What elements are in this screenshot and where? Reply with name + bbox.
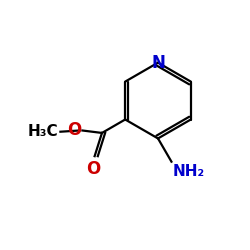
- Text: NH₂: NH₂: [173, 164, 205, 178]
- Text: H₃C: H₃C: [27, 124, 58, 139]
- Text: O: O: [67, 121, 81, 139]
- Text: O: O: [86, 160, 101, 178]
- Text: N: N: [151, 54, 165, 72]
